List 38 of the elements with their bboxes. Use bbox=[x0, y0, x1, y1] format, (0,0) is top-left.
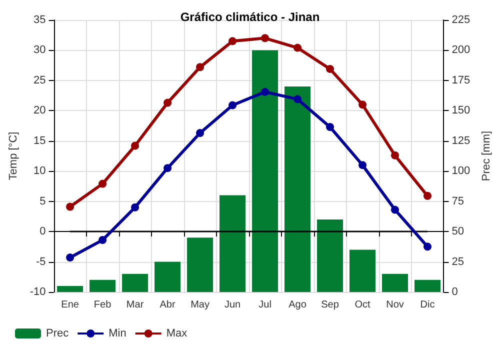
y-tick-label: 35 bbox=[34, 14, 46, 26]
y-tick-label: 5 bbox=[40, 195, 46, 208]
y-axis-title: Temp [°C] bbox=[8, 132, 20, 180]
y2-tick-label: 50 bbox=[452, 226, 464, 238]
legend-label: Min bbox=[108, 328, 126, 340]
x-tick-label: Mar bbox=[126, 300, 144, 310]
y-tick-label: 10 bbox=[34, 165, 46, 178]
y-tick-label: 0 bbox=[40, 226, 46, 238]
x-tick-label: Nov bbox=[386, 300, 404, 310]
y-tick-label: 30 bbox=[34, 44, 46, 56]
y-tick-label: -5 bbox=[36, 256, 46, 268]
y2-tick-label: 0 bbox=[452, 286, 458, 298]
x-tick-label: Jul bbox=[258, 300, 272, 310]
x-tick-label: Feb bbox=[94, 300, 112, 310]
y-tick-label: 25 bbox=[34, 74, 46, 86]
y-tick-label: 15 bbox=[34, 134, 46, 147]
y2-tick-label: 150 bbox=[452, 104, 470, 117]
x-tick-label: Ago bbox=[288, 300, 307, 310]
y-tick-label: -10 bbox=[30, 286, 46, 298]
x-tick-label: Sep bbox=[321, 300, 340, 310]
y2-tick-label: 100 bbox=[452, 165, 470, 178]
x-tick-label: Jun bbox=[224, 300, 241, 310]
x-tick-label: Ene bbox=[61, 300, 80, 310]
y2-tick-label: 225 bbox=[452, 14, 470, 26]
x-tick-label: Dic bbox=[420, 300, 435, 310]
y2-tick-label: 125 bbox=[452, 134, 470, 147]
y2-axis-title: Prec [mm] bbox=[480, 130, 492, 182]
x-tick-label: May bbox=[190, 300, 210, 310]
x-tick-label: Abr bbox=[160, 300, 176, 310]
chart-title: Gráfico climático - Jinan bbox=[180, 10, 320, 24]
legend-label: Prec bbox=[46, 328, 70, 340]
y2-tick-label: 75 bbox=[452, 195, 464, 208]
legend-label: Max bbox=[166, 328, 188, 340]
y2-tick-label: 175 bbox=[452, 74, 470, 86]
y-tick-label: 20 bbox=[34, 104, 46, 117]
y2-tick-label: 200 bbox=[452, 44, 470, 56]
x-tick-label: Oct bbox=[354, 300, 371, 310]
y2-tick-label: 25 bbox=[452, 256, 464, 268]
